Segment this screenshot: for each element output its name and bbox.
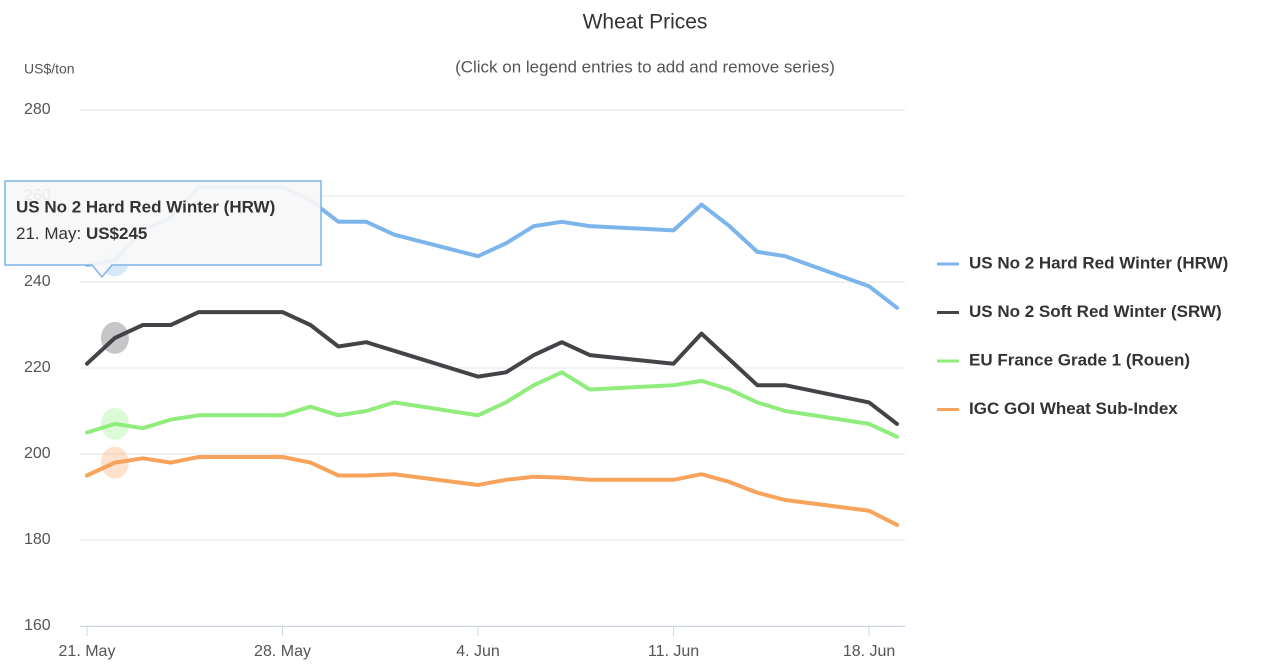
y-tick-label: 160 xyxy=(24,617,51,634)
legend-label[interactable]: IGC GOI Wheat Sub-Index xyxy=(969,399,1178,418)
hover-halo xyxy=(100,446,129,479)
y-tick-label: 240 xyxy=(24,273,51,290)
y-tick-label: 180 xyxy=(24,531,51,548)
tooltip-box xyxy=(4,180,322,279)
legend-label[interactable]: EU France Grade 1 (Rouen) xyxy=(969,350,1190,369)
y-tick-label: 220 xyxy=(24,359,51,376)
series-line xyxy=(85,455,899,527)
tooltip-value: US$245 xyxy=(86,224,147,243)
hover-halo xyxy=(100,321,129,354)
x-tick-label: 4. Jun xyxy=(456,643,500,660)
legend[interactable]: US No 2 Hard Red Winter (HRW) US No 2 Sof… xyxy=(937,253,1228,418)
tooltip-date: 21. May: US$245 xyxy=(16,224,147,243)
tooltip-date-text: 21. May: xyxy=(16,224,81,243)
x-tick-label: 18. Jun xyxy=(843,643,895,660)
chart-subtitle: (Click on legend entries to add and remo… xyxy=(455,57,835,76)
x-tick-label: 21. May xyxy=(59,643,116,660)
legend-label[interactable]: US No 2 Soft Red Winter (SRW) xyxy=(969,302,1222,321)
chart-title: Wheat Prices xyxy=(583,11,708,34)
tooltip: US No 2 Hard Red Winter (HRW) 21. May: U… xyxy=(4,180,322,279)
legend-label[interactable]: US No 2 Hard Red Winter (HRW) xyxy=(969,253,1228,272)
tooltip-series: US No 2 Hard Red Winter (HRW) xyxy=(16,197,275,216)
x-tick-label: 11. Jun xyxy=(648,643,699,660)
series-line xyxy=(85,310,899,426)
series-line xyxy=(85,370,899,439)
x-tick-label: 28. May xyxy=(254,643,311,660)
hover-halo xyxy=(100,407,129,440)
y-axis-label: US$/ton xyxy=(24,61,75,77)
y-tick-label: 200 xyxy=(24,445,51,462)
y-tick-label: 280 xyxy=(24,101,51,118)
